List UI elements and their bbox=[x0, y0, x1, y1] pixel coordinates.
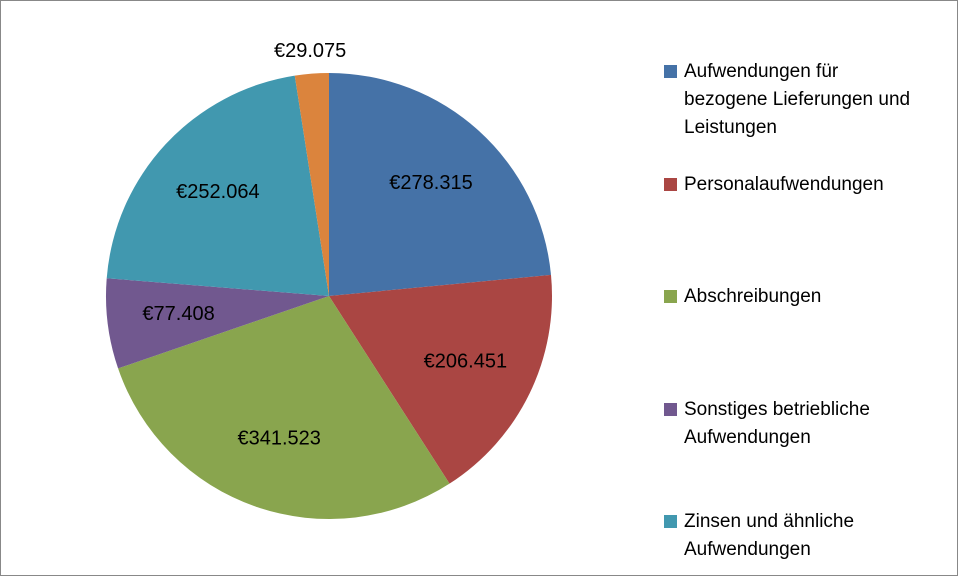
legend-label: Zinsen und ähnliche Aufwendungen bbox=[684, 511, 855, 560]
pie-slice bbox=[118, 296, 450, 519]
pie-slice bbox=[294, 73, 329, 296]
legend-label: Personalaufwendungen bbox=[684, 174, 884, 195]
legend-item: Aufwendungen für bezogene Lieferungen un… bbox=[664, 58, 944, 142]
legend-item: Personalaufwendungen bbox=[664, 171, 944, 199]
legend-label: Abschreibungen bbox=[684, 286, 822, 307]
pie-slice bbox=[329, 73, 551, 296]
pie-slice bbox=[329, 274, 552, 484]
legend-swatch bbox=[664, 65, 677, 78]
data-label: €29.075 bbox=[274, 40, 346, 62]
legend-swatch bbox=[664, 515, 677, 528]
legend-label: Sonstiges betriebliche Aufwendungen bbox=[684, 399, 870, 448]
data-label: €77.408 bbox=[142, 303, 214, 325]
legend-swatch bbox=[664, 290, 677, 303]
legend-swatch bbox=[664, 178, 677, 191]
data-label: €278.315 bbox=[389, 172, 472, 194]
legend-item: Abschreibungen bbox=[664, 283, 944, 311]
legend-item: Sonstiges betriebliche Aufwendungen bbox=[664, 396, 944, 452]
data-label: €206.451 bbox=[424, 351, 507, 373]
legend-item: Zinsen und ähnliche Aufwendungen bbox=[664, 508, 944, 564]
data-label: €341.523 bbox=[237, 428, 320, 450]
legend-label: Aufwendungen für bezogene Lieferungen un… bbox=[684, 61, 911, 138]
pie-slice bbox=[105, 278, 329, 369]
data-label: €252.064 bbox=[176, 181, 259, 203]
pie-slice bbox=[106, 75, 329, 296]
legend-swatch bbox=[664, 403, 677, 416]
